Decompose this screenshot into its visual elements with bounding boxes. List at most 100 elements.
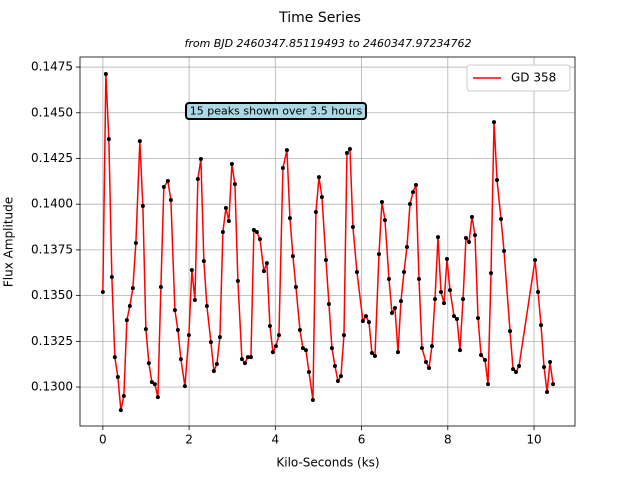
data-point — [118, 408, 123, 413]
data-point — [395, 350, 400, 355]
data-point — [407, 202, 412, 207]
data-point — [366, 320, 371, 325]
data-point — [175, 328, 180, 333]
data-point — [473, 233, 478, 238]
data-point — [245, 355, 250, 360]
data-point — [344, 150, 349, 155]
data-point — [476, 316, 481, 321]
data-point — [155, 395, 160, 400]
data-point — [454, 317, 459, 322]
data-point — [486, 382, 491, 387]
data-point — [208, 340, 213, 345]
data-point — [551, 382, 556, 387]
data-point — [404, 244, 409, 249]
data-point — [310, 398, 315, 403]
data-point — [264, 261, 269, 266]
y-tick-label: 0.1425 — [31, 151, 73, 165]
data-point — [461, 297, 466, 302]
data-point — [432, 297, 437, 302]
data-point — [242, 361, 247, 366]
data-point — [332, 364, 337, 369]
data-point — [248, 355, 253, 360]
data-point — [419, 346, 424, 351]
data-point — [502, 249, 507, 254]
y-tick-label: 0.1475 — [31, 60, 73, 74]
data-point — [442, 301, 447, 306]
data-point — [276, 333, 281, 338]
data-point — [316, 175, 321, 180]
data-point — [152, 382, 157, 387]
data-point — [447, 288, 452, 293]
data-point — [124, 318, 129, 323]
data-point — [436, 235, 441, 240]
data-point — [293, 285, 298, 290]
data-point — [401, 270, 406, 275]
data-point — [350, 225, 355, 230]
data-point — [186, 333, 191, 338]
data-point — [313, 210, 318, 215]
data-point — [112, 355, 117, 360]
plot — [100, 72, 556, 413]
data-point — [376, 252, 381, 257]
data-point — [369, 351, 374, 356]
x-tick-label: 0 — [99, 433, 107, 447]
data-point — [489, 271, 494, 276]
data-point — [326, 302, 331, 307]
data-point — [467, 240, 472, 245]
data-point — [306, 370, 311, 375]
data-point — [182, 384, 187, 389]
data-point — [214, 362, 219, 367]
data-point — [495, 178, 500, 183]
data-point — [106, 137, 111, 142]
y-tick-label: 0.1300 — [31, 380, 73, 394]
y-tick-label: 0.1400 — [31, 197, 73, 211]
data-point — [168, 197, 173, 202]
data-point — [290, 254, 295, 259]
data-point — [267, 323, 272, 328]
x-tick-label: 2 — [185, 433, 193, 447]
data-point — [386, 276, 391, 281]
data-point — [338, 374, 343, 379]
data-point — [217, 335, 222, 340]
data-point — [140, 204, 145, 209]
data-point — [229, 161, 234, 166]
data-point — [360, 319, 365, 324]
data-point — [143, 327, 148, 332]
data-point — [121, 394, 126, 399]
chart-title: Time Series — [278, 10, 361, 26]
data-point — [161, 185, 166, 190]
data-point — [499, 217, 504, 222]
data-point — [438, 289, 443, 294]
x-tick-label: 8 — [444, 433, 452, 447]
data-point — [158, 285, 163, 290]
data-point — [398, 299, 403, 304]
data-point — [363, 314, 368, 319]
legend-box — [466, 64, 571, 92]
data-point — [329, 346, 334, 351]
data-point — [226, 219, 231, 224]
data-point — [270, 350, 275, 355]
x-tick-label: 4 — [272, 433, 280, 447]
data-point — [130, 286, 135, 291]
data-point — [201, 259, 206, 264]
data-point — [232, 182, 237, 187]
data-point — [287, 216, 292, 221]
data-point — [389, 310, 394, 315]
data-point — [354, 270, 359, 275]
data-point — [413, 182, 418, 187]
data-point — [211, 368, 216, 373]
data-point — [133, 240, 138, 245]
data-point — [115, 374, 120, 379]
y-tick-label: 0.1350 — [31, 288, 73, 302]
data-point — [429, 344, 434, 349]
data-point — [452, 314, 457, 319]
data-point — [220, 229, 225, 234]
data-point — [517, 364, 522, 369]
data-point — [109, 274, 114, 279]
data-point — [189, 268, 194, 273]
x-axis-label: Kilo-Seconds (ks) — [276, 456, 379, 470]
data-point — [463, 236, 468, 241]
data-point — [303, 348, 308, 353]
data-point — [411, 190, 416, 195]
